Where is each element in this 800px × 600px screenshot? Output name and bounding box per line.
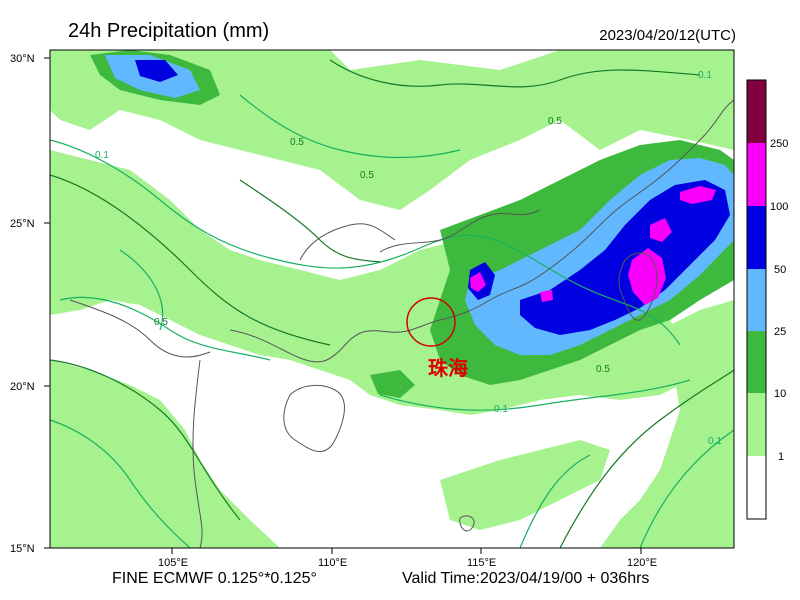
colorbar-label: 250: [770, 138, 788, 150]
lon-ticks: [171, 548, 642, 554]
contour-label: 0.5: [154, 317, 168, 328]
lon-label: 115°E: [467, 557, 496, 569]
precip-50-100mm: [135, 60, 730, 335]
contour-label: 0.5: [596, 364, 610, 375]
contour-label: 0.5: [548, 116, 562, 127]
lat-label: 25°N: [10, 218, 35, 230]
issue-datetime: 2023/04/20/12(UTC): [599, 27, 736, 44]
colorbar-segment: [747, 143, 766, 206]
colorbar-label: 25: [774, 326, 786, 338]
lon-label: 110°E: [318, 557, 347, 569]
lat-ticks: [44, 57, 50, 549]
precip-field: [50, 50, 734, 548]
colorbar-label: 10: [774, 388, 786, 400]
contour-label: 0.1: [708, 436, 722, 447]
colorbar-label: 100: [770, 201, 788, 213]
colorbar-segment: [747, 456, 766, 519]
contour-label: 0.5: [360, 170, 374, 181]
valid-time: Valid Time:2023/04/19/00 + 036hrs: [402, 570, 650, 587]
contour-label: 0.1: [698, 70, 712, 81]
colorbar-segment: [747, 80, 766, 143]
lat-label: 20°N: [10, 381, 35, 393]
colorbar: 250 100 50 25 10 1: [746, 79, 788, 520]
city-label: 珠海: [428, 356, 468, 380]
model-info: FINE ECMWF 0.125°*0.125°: [112, 570, 317, 587]
contour-label: 0.5: [290, 137, 304, 148]
colorbar-segment: [747, 331, 766, 393]
lon-label: 105°E: [158, 557, 188, 569]
coastline-borders: [69, 99, 734, 548]
lat-label: 30°N: [10, 53, 35, 65]
colorbar-segment: [747, 206, 766, 269]
colorbar-label: 50: [774, 264, 786, 276]
map-frame: [49, 49, 735, 549]
contour-label: 0.1: [494, 404, 508, 415]
precip-100-250mm: [470, 186, 716, 305]
lat-label: 15°N: [10, 543, 35, 555]
contour-label: 0.1: [95, 150, 109, 161]
contour-value-labels: 0.5 0.5 0.5 0.5 0.5 0.1 0.1 0.1 0.1: [95, 70, 722, 447]
contour-lines: [50, 59, 734, 548]
colorbar-label: 1: [778, 451, 784, 463]
map-title: 24h Precipitation (mm): [68, 20, 270, 42]
colorbar-segment: [747, 269, 766, 331]
lon-label: 120°E: [627, 557, 657, 569]
colorbar-segment: [747, 393, 766, 456]
highlight-circle: [406, 297, 456, 347]
